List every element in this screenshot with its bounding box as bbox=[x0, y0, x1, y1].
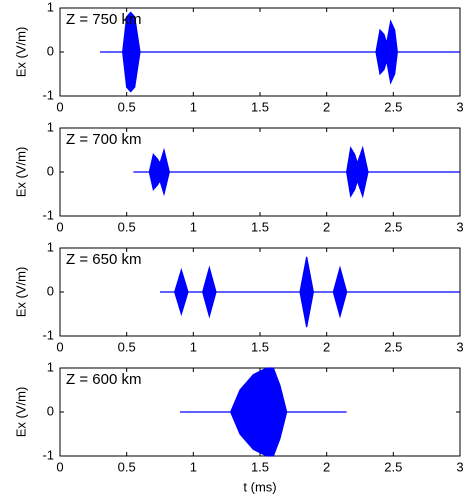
x-axis-label: t (ms) bbox=[243, 479, 276, 494]
x-tick-label: 0 bbox=[56, 99, 63, 114]
x-tick-label: 0 bbox=[56, 339, 63, 354]
y-axis-label: Ex (V/m) bbox=[13, 387, 28, 438]
x-tick-label: 0.5 bbox=[118, 99, 136, 114]
x-tick-label: 1.5 bbox=[251, 99, 269, 114]
y-tick-label: 0 bbox=[47, 43, 54, 58]
x-tick-label: 2.5 bbox=[384, 339, 402, 354]
y-axis-label: Ex (V/m) bbox=[13, 147, 28, 198]
y-tick-label: 1 bbox=[47, 0, 54, 14]
signal-envelope bbox=[180, 367, 347, 457]
annotation: Z = 700 km bbox=[66, 131, 141, 148]
x-tick-label: 0.5 bbox=[118, 219, 136, 234]
x-tick-label: 2.5 bbox=[384, 459, 402, 474]
y-tick-label: -1 bbox=[42, 447, 54, 462]
x-tick-label: 1.5 bbox=[251, 459, 269, 474]
y-axis-label: Ex (V/m) bbox=[13, 27, 28, 78]
y-axis-label: Ex (V/m) bbox=[13, 267, 28, 318]
y-tick-label: 0 bbox=[47, 403, 54, 418]
y-tick-label: 1 bbox=[47, 359, 54, 374]
x-tick-label: 2 bbox=[323, 219, 330, 234]
x-tick-label: 1 bbox=[190, 339, 197, 354]
annotation: Z = 750 km bbox=[66, 11, 141, 28]
x-tick-label: 2.5 bbox=[384, 99, 402, 114]
x-tick-label: 0 bbox=[56, 459, 63, 474]
x-tick-label: 1.5 bbox=[251, 339, 269, 354]
x-tick-label: 1 bbox=[190, 219, 197, 234]
x-tick-label: 1.5 bbox=[251, 219, 269, 234]
x-tick-label: 2 bbox=[323, 99, 330, 114]
x-tick-label: 1 bbox=[190, 459, 197, 474]
y-tick-label: 0 bbox=[47, 283, 54, 298]
x-tick-label: 2.5 bbox=[384, 219, 402, 234]
x-tick-label: 0.5 bbox=[118, 459, 136, 474]
x-tick-label: 2 bbox=[323, 459, 330, 474]
x-tick-label: 3 bbox=[456, 219, 463, 234]
signal-envelope bbox=[160, 256, 460, 328]
annotation: Z = 600 km bbox=[66, 371, 141, 388]
signal-envelope bbox=[133, 145, 460, 199]
y-tick-label: -1 bbox=[42, 327, 54, 342]
y-tick-label: 1 bbox=[47, 119, 54, 134]
y-tick-label: -1 bbox=[42, 87, 54, 102]
x-tick-label: 0.5 bbox=[118, 339, 136, 354]
y-tick-label: 0 bbox=[47, 163, 54, 178]
x-tick-label: 0 bbox=[56, 219, 63, 234]
x-tick-label: 3 bbox=[456, 339, 463, 354]
y-tick-label: 1 bbox=[47, 239, 54, 254]
x-tick-label: 2 bbox=[323, 339, 330, 354]
signal-envelope bbox=[100, 11, 460, 93]
annotation: Z = 650 km bbox=[66, 251, 141, 268]
x-tick-label: 1 bbox=[190, 99, 197, 114]
y-tick-label: -1 bbox=[42, 207, 54, 222]
x-tick-label: 3 bbox=[456, 99, 463, 114]
x-tick-label: 3 bbox=[456, 459, 463, 474]
